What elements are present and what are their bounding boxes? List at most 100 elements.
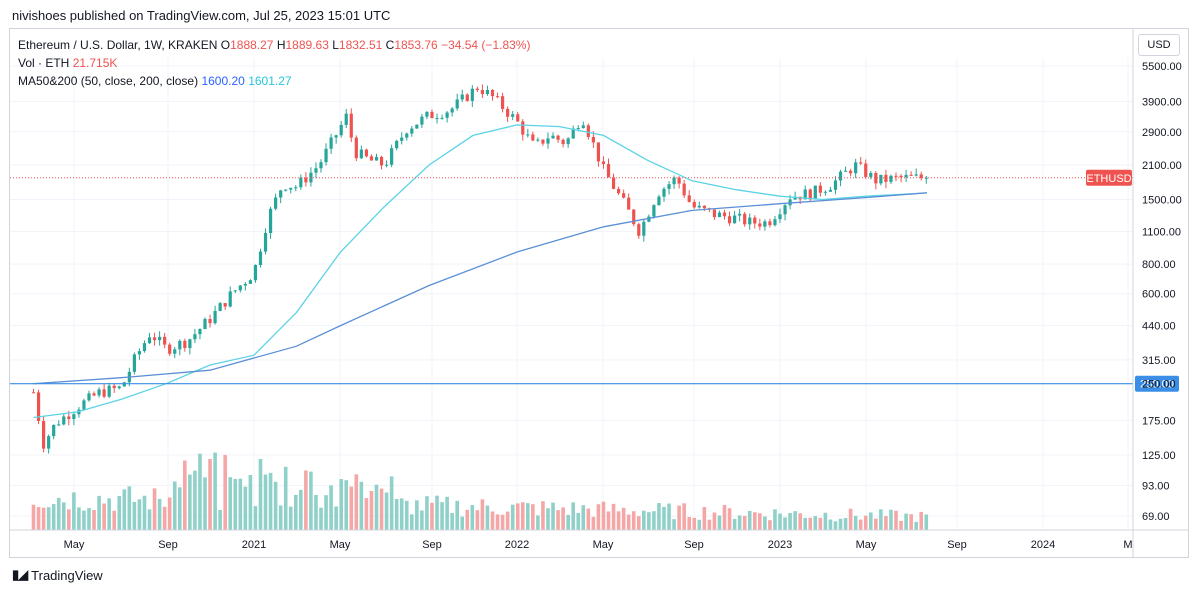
y-tick-label: 800.00 xyxy=(1142,259,1176,271)
candle-body xyxy=(536,139,540,141)
volume-bar xyxy=(112,510,117,530)
candle-body xyxy=(82,400,86,410)
candle-body xyxy=(596,142,601,162)
volume-bar xyxy=(863,515,868,530)
candle-body xyxy=(879,174,883,184)
candle-body xyxy=(793,196,797,200)
candle-body xyxy=(87,393,91,401)
x-tick-label: May xyxy=(856,539,877,551)
candle-body xyxy=(173,349,177,354)
x-tick-label: Sep xyxy=(947,539,967,551)
candle-body xyxy=(319,162,323,169)
candle-body xyxy=(440,117,444,119)
candle-body xyxy=(465,94,469,101)
candle-body xyxy=(188,339,192,349)
candle-body xyxy=(500,96,505,109)
candle-body xyxy=(284,189,288,191)
legend-low: 1832.51 xyxy=(338,38,383,52)
volume-bar xyxy=(596,504,601,530)
volume-bar xyxy=(662,506,666,530)
volume-bar xyxy=(586,508,591,530)
volume-bar xyxy=(394,499,399,530)
candle-body xyxy=(702,205,706,209)
candle-body xyxy=(122,382,126,387)
volume-bar xyxy=(904,513,908,530)
x-tick-label: 2024 xyxy=(1031,539,1055,551)
chart-legend: Ethereum / U.S. Dollar, 1W, KRAKEN O1888… xyxy=(18,36,530,90)
candle-body xyxy=(248,280,252,284)
candle-body xyxy=(687,195,691,202)
candle-body xyxy=(163,336,167,345)
volume-bar xyxy=(894,510,898,530)
y-tick-label: 315.00 xyxy=(1142,355,1176,367)
volume-bar xyxy=(349,486,354,530)
volume-bar xyxy=(440,502,444,530)
candle-body xyxy=(904,174,908,178)
candle-body xyxy=(889,175,893,182)
candle-body xyxy=(869,172,873,177)
volume-bar xyxy=(843,518,848,530)
ma200-line xyxy=(33,192,928,385)
candle-body xyxy=(369,156,374,161)
volume-bar xyxy=(601,501,606,530)
y-tick-label: 1500.00 xyxy=(1142,195,1182,207)
volume-bar xyxy=(31,504,36,530)
volume-bar xyxy=(884,516,888,530)
candle-body xyxy=(445,112,449,118)
volume-bar xyxy=(763,516,767,530)
volume-bar xyxy=(193,470,197,530)
x-tick-label: Sep xyxy=(684,539,704,551)
volume-bar xyxy=(914,521,918,530)
volume-bar xyxy=(833,521,838,530)
volume-bar xyxy=(515,503,520,530)
volume-bar xyxy=(299,489,303,530)
volume-bar xyxy=(475,510,480,530)
volume-bar xyxy=(500,514,505,530)
volume-bar xyxy=(571,502,576,530)
candle-body xyxy=(339,124,343,136)
candle-body xyxy=(662,188,666,197)
volume-bar xyxy=(858,519,863,530)
candle-body xyxy=(541,139,545,144)
candle-body xyxy=(152,337,157,341)
candle-body xyxy=(768,221,772,226)
volume-bar xyxy=(238,478,243,530)
volume-bar xyxy=(177,487,182,530)
candle-body xyxy=(415,124,419,129)
candle-body xyxy=(818,185,822,193)
candle-body xyxy=(914,174,918,176)
legend-close: 1853.76 xyxy=(394,38,438,52)
level-tag xyxy=(1135,375,1179,392)
candle-body xyxy=(546,138,550,144)
volume-bar xyxy=(162,506,167,530)
currency-button[interactable]: USD xyxy=(1138,34,1180,56)
candle-body xyxy=(193,334,197,340)
volume-bar xyxy=(339,479,343,530)
volume-bar xyxy=(172,481,177,530)
volume-bar xyxy=(828,519,833,530)
candle-body xyxy=(657,196,661,206)
candle-body xyxy=(551,135,555,139)
candle-body xyxy=(299,177,303,188)
volume-bar xyxy=(692,517,697,530)
volume-bar xyxy=(712,512,717,530)
volume-bar xyxy=(566,514,570,530)
candle-body xyxy=(67,416,71,420)
candle-body xyxy=(420,116,424,125)
volume-bar xyxy=(263,474,268,530)
candle-body xyxy=(803,189,807,200)
volume-bar xyxy=(61,502,66,530)
volume-bar xyxy=(152,488,157,530)
volume-bar xyxy=(248,474,253,530)
candle-body xyxy=(97,389,101,396)
legend-open-label: O xyxy=(220,38,231,52)
candle-body xyxy=(233,290,237,292)
candle-body xyxy=(480,90,485,95)
candle-body xyxy=(208,318,212,324)
candle-body xyxy=(495,96,500,98)
footer-brand-text: TradingView xyxy=(31,567,103,583)
candle-body xyxy=(763,221,767,227)
candle-body xyxy=(314,168,318,173)
volume-bar xyxy=(288,506,293,530)
